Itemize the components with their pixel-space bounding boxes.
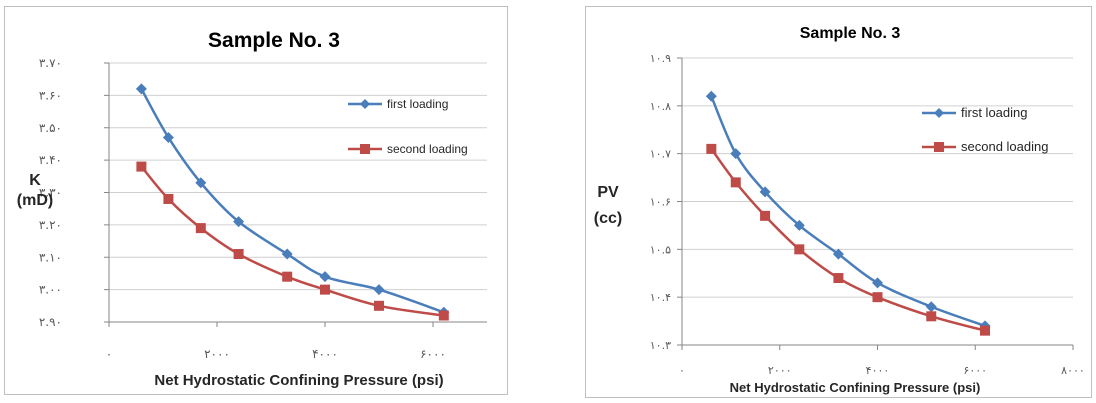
legend-marker (360, 144, 370, 154)
chart-title: Sample No. 3 (208, 29, 340, 52)
chart-panel-permeability: ٢.٩٠ ٣.٠٠ ٣.١٠ ٣.٢٠ ٣.٣٠ ٣.۴٠ ٣.۵٠ ٣.۶٠ ٣.٧٠ ٠ ٢٠٠… (4, 6, 508, 395)
y-tick-label: ١٠.۵ (650, 243, 671, 256)
data-point-second-loading (163, 193, 174, 204)
chart-title: Sample No. 3 (800, 25, 901, 42)
data-point-second-loading (980, 325, 991, 336)
legend-marker (934, 108, 944, 118)
data-point-first-loading (135, 83, 147, 95)
legend-label: first loading (387, 97, 448, 111)
y-tick-label: ٣.۶٠ (39, 88, 62, 102)
permeability-chart: ٢.٩٠ ٣.٠٠ ٣.١٠ ٣.٢٠ ٣.٣٠ ٣.۴٠ ٣.۵٠ ٣.۶٠ ٣.٧٠ ٠ ٢٠٠… (17, 29, 487, 389)
y-axis-label: PV (597, 184, 619, 201)
data-point-first-loading (281, 248, 293, 260)
data-point-first-loading (705, 90, 717, 102)
data-point-second-loading (706, 143, 717, 154)
data-point-first-loading (162, 131, 174, 143)
data-point-second-loading (833, 273, 844, 284)
data-point-first-loading (872, 277, 883, 289)
y-tick-label: ٣.٠٠ (39, 283, 62, 297)
y-tick-label: ٣.١٠ (39, 250, 62, 264)
first-loading-line (710, 95, 986, 328)
data-point-first-loading (195, 177, 207, 189)
y-tick-label: ٣.٢٠ (39, 218, 62, 232)
data-point-second-loading (282, 271, 293, 282)
y-tick-label: ١٠.٧ (650, 148, 671, 161)
x-tick-label: ٨٠٠٠ (1061, 364, 1085, 377)
y-tick-label: ٢.٩٠ (39, 315, 62, 329)
legend-marker (934, 142, 944, 152)
data-point-first-loading (832, 248, 844, 260)
data-point-first-loading (373, 284, 385, 296)
data-point-second-loading (233, 249, 244, 260)
data-point-second-loading (320, 284, 330, 295)
data-point-second-loading (438, 310, 449, 321)
x-tick-label: ۴٠٠٠ (312, 347, 338, 361)
y-tick-label: ١٠.۴ (650, 291, 671, 304)
data-point-second-loading (794, 244, 805, 255)
y-tick-label: ١٠.٣ (650, 339, 671, 352)
legend-label: second loading (387, 142, 468, 156)
x-tick-label: ٠ (679, 364, 685, 377)
data-point-second-loading (374, 300, 384, 311)
x-tick-label: ٠ (106, 347, 112, 361)
chart-panel-pore-volume: ١٠.٣ ١٠.۴ ١٠.۵ ١٠.۶ ١٠.٧ ١٠.٨ ١٠.٩ ٠ ٢٠٠٠ ۴٠٠٠ ۶٠٠… (585, 6, 1092, 398)
y-axis-label: (mD) (17, 192, 53, 209)
data-point-second-loading (926, 311, 937, 322)
data-point-second-loading (872, 292, 883, 303)
y-tick-label: ٣.٧٠ (39, 56, 62, 70)
x-tick-label: ٢٠٠٠ (768, 364, 792, 377)
y-tick-label: ٣.٣٠ (39, 186, 62, 200)
data-point-first-loading (233, 216, 245, 228)
legend-label: second loading (961, 139, 1048, 154)
y-tick-label: ١٠.۶ (650, 196, 671, 209)
data-point-first-loading (319, 271, 331, 283)
x-axis-label: Net Hydrostatic Confining Pressure (psi) (730, 380, 981, 395)
y-axis-label: K (29, 172, 41, 189)
data-point-first-loading (759, 186, 771, 198)
data-point-second-loading (760, 210, 771, 221)
data-point-first-loading (793, 219, 805, 231)
legend-label: first loading (961, 105, 1027, 120)
y-tick-label: ١٠.٨ (650, 100, 671, 113)
data-point-first-loading (925, 301, 937, 313)
x-axis-label: Net Hydrostatic Confining Pressure (psi) (154, 372, 443, 389)
x-tick-label: ۶٠٠٠ (963, 364, 987, 377)
y-axis-label: (cc) (594, 210, 622, 227)
data-point-second-loading (730, 177, 741, 188)
y-tick-label: ٣.۵٠ (39, 121, 62, 135)
x-tick-label: ۶٠٠٠ (420, 347, 446, 361)
second-loading-line (140, 165, 444, 317)
legend-marker (360, 99, 370, 109)
x-tick-label: ٢٠٠٠ (204, 347, 230, 361)
y-tick-label: ٣.۴٠ (39, 153, 62, 167)
y-tick-label: ١٠.٩ (650, 52, 671, 65)
data-point-second-loading (195, 223, 206, 234)
data-point-first-loading (730, 148, 742, 160)
pore-volume-chart: ١٠.٣ ١٠.۴ ١٠.۵ ١٠.۶ ١٠.٧ ١٠.٨ ١٠.٩ ٠ ٢٠٠٠ ۴٠٠٠ ۶٠٠… (594, 25, 1085, 395)
data-point-second-loading (136, 161, 147, 172)
x-tick-label: ۴٠٠٠ (866, 364, 890, 377)
